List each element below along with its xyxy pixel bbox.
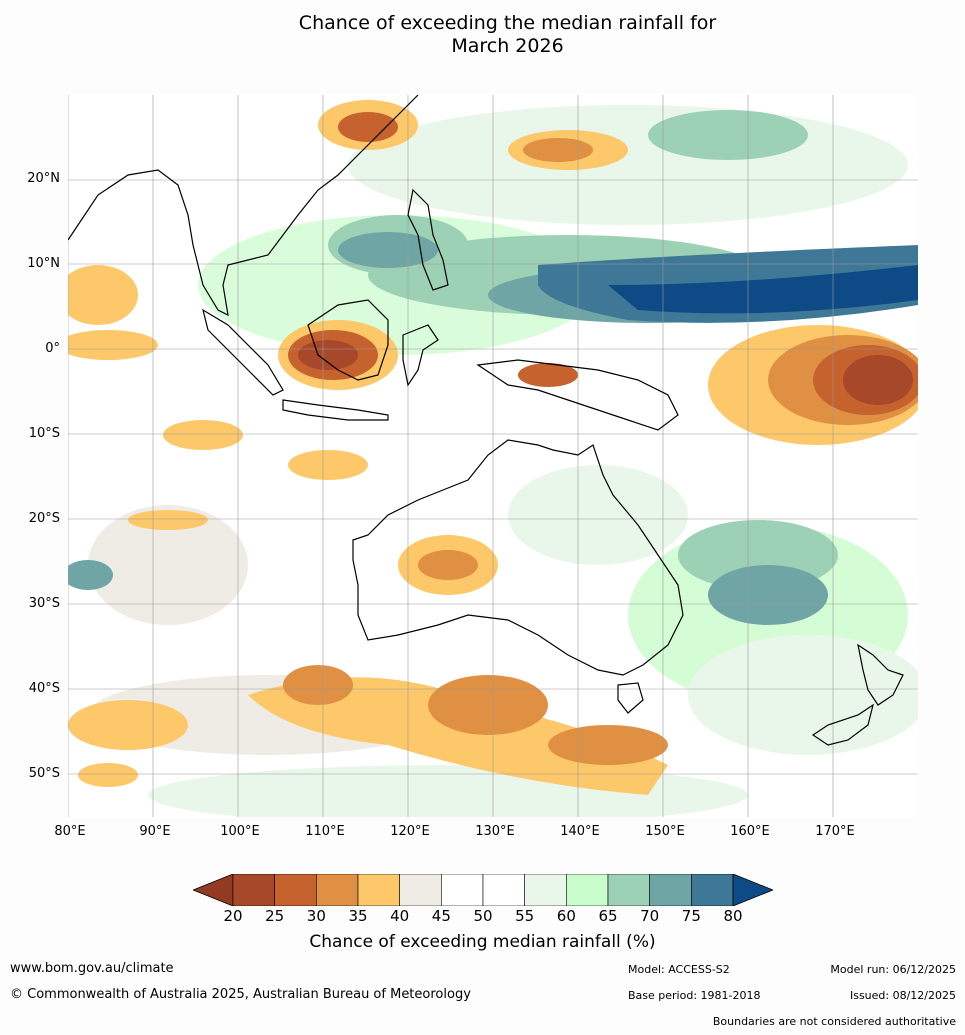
colorbar-label: 70 — [640, 907, 660, 925]
new-guinea-coast — [476, 359, 679, 431]
y-tick-20n: 20°N — [27, 171, 60, 186]
coastlines — [68, 95, 904, 746]
y-tick-30s: 30°S — [28, 596, 60, 611]
x-tick-120e: 120°E — [390, 824, 430, 839]
rainfall-outlook-map — [68, 95, 918, 817]
colorbar-label: 55 — [515, 907, 535, 925]
x-tick-130e: 130°E — [475, 824, 515, 839]
y-tick-0: 0° — [45, 341, 60, 356]
colorbar-label: 75 — [681, 907, 701, 925]
philippines-coast — [407, 188, 449, 291]
issued-date: Issued: 08/12/2025 — [849, 989, 956, 1002]
boundaries-note: Boundaries are not considered authoritat… — [712, 1015, 956, 1028]
x-tick-170e: 170°E — [815, 824, 855, 839]
borneo-coast — [307, 299, 389, 381]
colorbar-label: 30 — [306, 907, 326, 925]
asia-mainland-coast — [68, 95, 419, 317]
colorbar-segment — [357, 874, 400, 906]
colorbar-label: 65 — [598, 907, 618, 925]
colorbar-label: 45 — [431, 907, 451, 925]
australia-coast — [352, 439, 684, 676]
x-tick-150e: 150°E — [645, 824, 685, 839]
y-tick-10n: 10°N — [27, 256, 60, 271]
sumatra-coast — [202, 308, 284, 396]
x-tick-160e: 160°E — [730, 824, 770, 839]
colorbar-segment — [524, 874, 567, 906]
colorbar-segment — [232, 874, 275, 906]
model-run: Model run: 06/12/2025 — [830, 963, 956, 976]
colorbar-segment — [441, 874, 484, 906]
x-tick-140e: 140°E — [560, 824, 600, 839]
copyright: © Commonwealth of Australia 2025, Austra… — [10, 987, 471, 1002]
website-link[interactable]: www.bom.gov.au/climate — [10, 961, 174, 976]
probability-shading — [68, 100, 918, 817]
title-line-2: March 2026 — [451, 35, 564, 57]
new-zealand-south — [811, 703, 874, 746]
title-line-1: Chance of exceeding the median rainfall … — [298, 12, 717, 34]
colorbar-label: 25 — [265, 907, 285, 925]
graticule — [68, 95, 918, 817]
colorbar-segment — [607, 874, 650, 906]
colorbar-segment — [399, 874, 442, 906]
colorbar-segment — [691, 874, 734, 906]
colorbar-label: 50 — [473, 907, 493, 925]
colorbar-low-arrow — [193, 874, 234, 906]
colorbar-segment — [316, 874, 359, 906]
colorbar-label: 35 — [348, 907, 368, 925]
colorbar-high-arrow — [732, 874, 773, 906]
colorbar-segment — [482, 874, 525, 906]
colorbar-segment — [649, 874, 692, 906]
y-tick-10s: 10°S — [28, 426, 60, 441]
colorbar-label: 60 — [556, 907, 576, 925]
colorbar-label: 80 — [723, 907, 743, 925]
map-canvas — [68, 95, 918, 817]
tasmania-coast — [617, 682, 644, 714]
y-tick-20s: 20°S — [28, 511, 60, 526]
model-label: Model: ACCESS-S2 — [628, 963, 730, 976]
x-tick-110e: 110°E — [305, 824, 345, 839]
x-tick-80e: 80°E — [54, 824, 86, 839]
colorbar-segment — [274, 874, 317, 906]
colorbar-title: Chance of exceeding median rainfall (%) — [309, 932, 656, 952]
x-tick-100e: 100°E — [220, 824, 260, 839]
colorbar-label: 40 — [390, 907, 410, 925]
y-tick-40s: 40°S — [28, 681, 60, 696]
java-coast — [282, 399, 389, 421]
map-title: Chance of exceeding the median rainfall … — [0, 12, 965, 58]
colorbar-segments — [232, 874, 734, 906]
colorbar-label: 20 — [223, 907, 243, 925]
colorbar — [193, 874, 773, 906]
y-tick-50s: 50°S — [28, 766, 60, 781]
sulawesi-coast — [402, 324, 439, 387]
base-period: Base period: 1981-2018 — [628, 989, 761, 1002]
new-zealand-north — [857, 643, 904, 706]
x-tick-90e: 90°E — [139, 824, 171, 839]
colorbar-segment — [566, 874, 609, 906]
